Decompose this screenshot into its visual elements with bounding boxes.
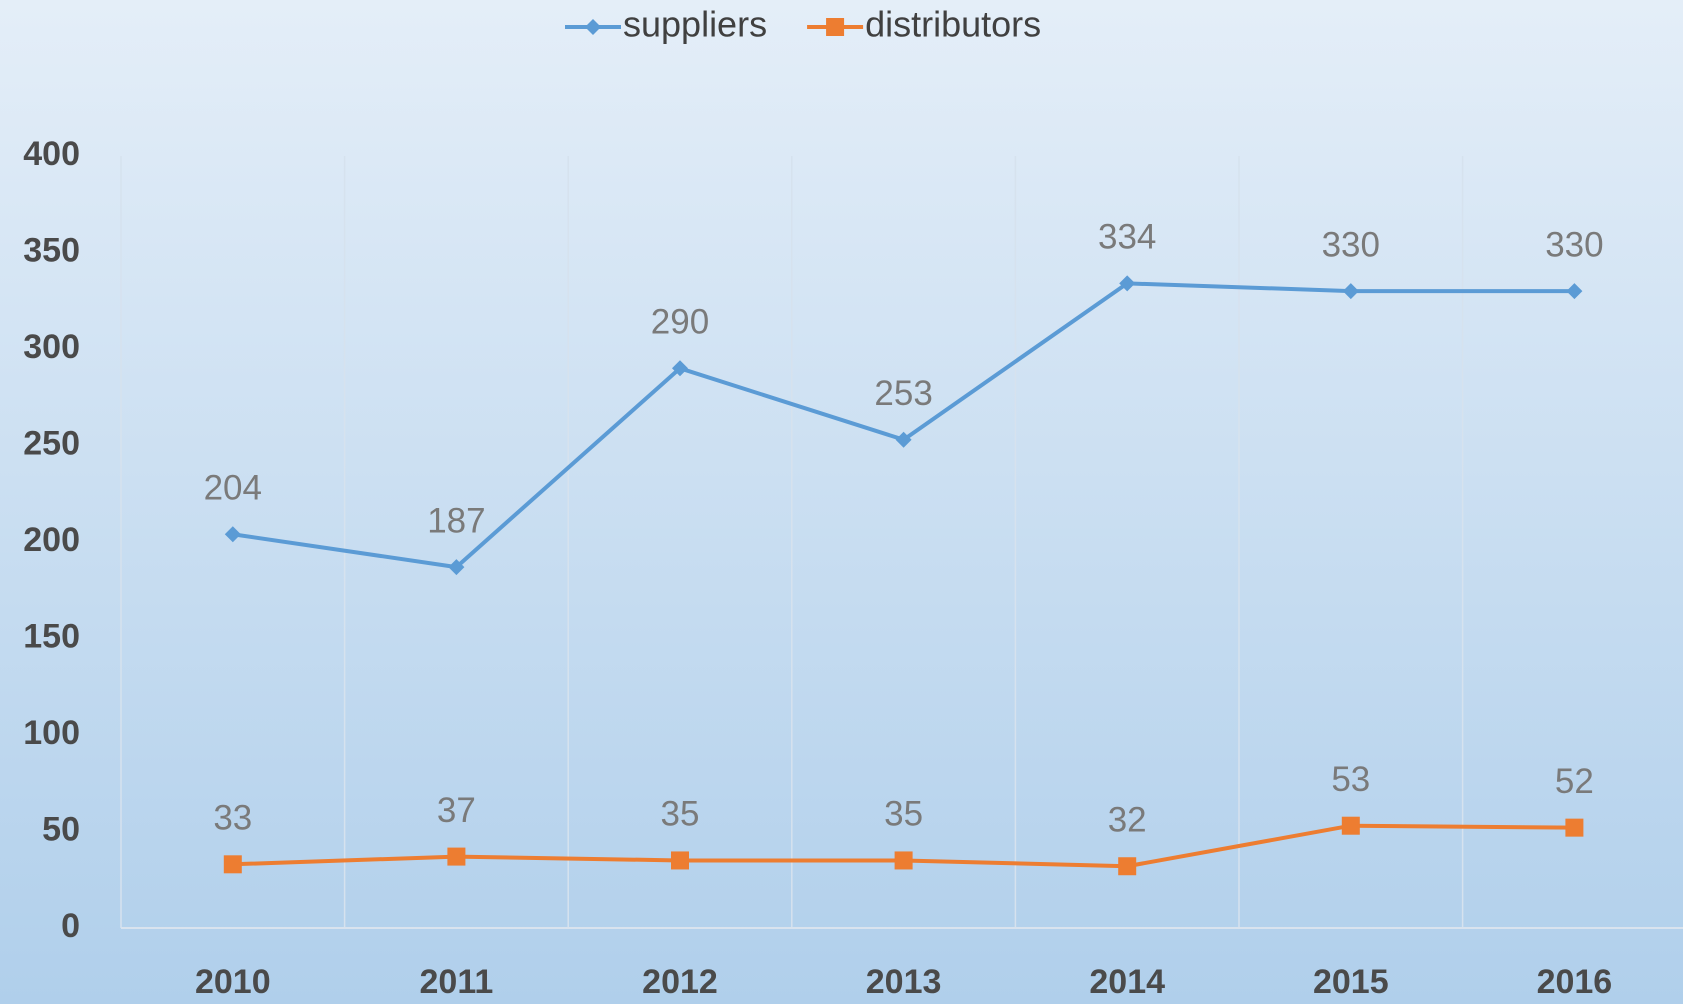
- data-label: 33: [213, 799, 252, 838]
- data-point: [448, 559, 465, 576]
- data-point: [1118, 857, 1137, 876]
- data-label: 253: [874, 374, 932, 413]
- data-label: 52: [1555, 762, 1594, 801]
- x-tick-label: 2016: [1537, 963, 1613, 1001]
- data-label: 290: [651, 303, 709, 342]
- data-point: [223, 855, 242, 874]
- legend-marker: [826, 18, 845, 36]
- data-point: [1565, 818, 1584, 837]
- y-tick-label: 100: [23, 714, 80, 752]
- y-tick-label: 200: [23, 521, 80, 559]
- data-label: 32: [1108, 800, 1147, 839]
- data-point: [894, 851, 913, 870]
- legend-label: distributors: [865, 4, 1041, 45]
- y-tick-label: 0: [61, 907, 80, 945]
- data-point: [1342, 283, 1359, 300]
- data-label: 187: [427, 501, 485, 540]
- y-tick-label: 150: [23, 617, 80, 655]
- legend-marker: [585, 19, 601, 35]
- y-tick-label: 350: [23, 231, 80, 269]
- data-point: [895, 431, 912, 448]
- x-tick-label: 2011: [420, 963, 494, 1001]
- x-tick-label: 2010: [195, 963, 271, 1001]
- data-point: [1341, 816, 1360, 835]
- data-label: 35: [661, 795, 700, 834]
- x-tick-label: 2012: [642, 963, 718, 1001]
- data-point: [447, 847, 466, 866]
- data-label: 330: [1545, 225, 1603, 264]
- data-point: [671, 851, 689, 870]
- data-point: [672, 360, 688, 377]
- y-tick-label: 400: [23, 135, 80, 173]
- data-label: 37: [437, 791, 476, 830]
- data-label: 334: [1098, 218, 1156, 257]
- x-tick-label: 2014: [1089, 963, 1165, 1001]
- data-point: [1566, 283, 1583, 300]
- data-label: 330: [1322, 225, 1380, 264]
- y-tick-label: 50: [42, 810, 80, 848]
- y-tick-label: 300: [23, 328, 80, 366]
- data-point: [1119, 275, 1136, 292]
- data-label: 35: [884, 795, 923, 834]
- data-point: [224, 526, 241, 543]
- x-tick-label: 2013: [866, 963, 942, 1001]
- legend-label: suppliers: [623, 4, 767, 45]
- y-tick-label: 250: [23, 424, 80, 462]
- x-tick-label: 2015: [1313, 963, 1389, 1001]
- data-label: 53: [1331, 760, 1370, 799]
- data-label: 204: [204, 469, 262, 508]
